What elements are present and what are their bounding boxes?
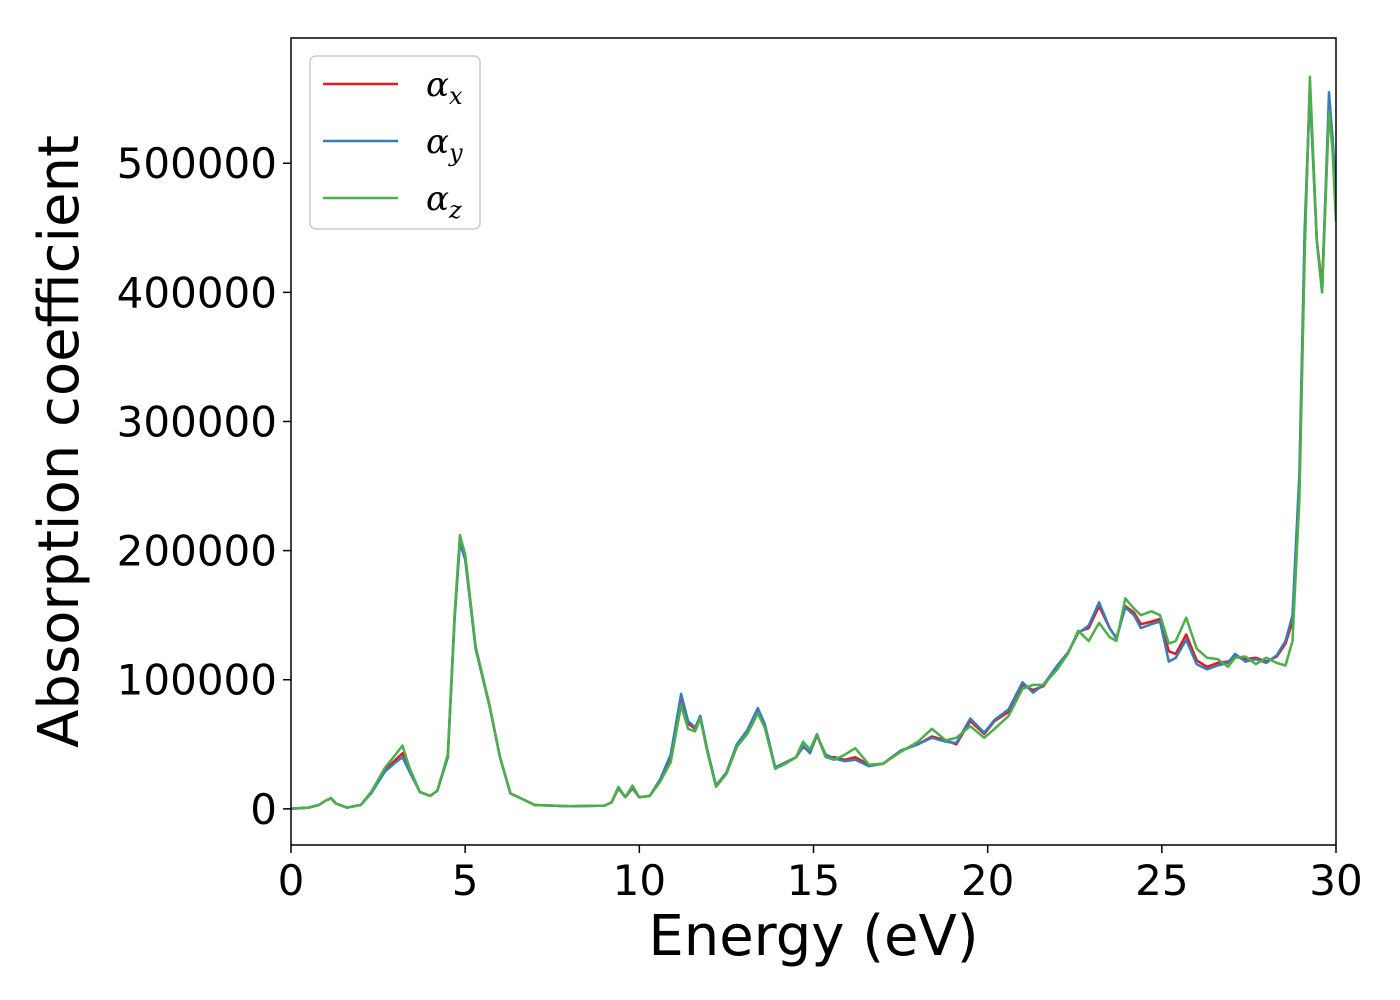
legend-symbol: α [426, 179, 449, 219]
y-tick-label: 100000 [117, 656, 277, 705]
y-tick-label: 0 [250, 785, 277, 834]
x-axis-label: Energy (eV) [648, 904, 978, 969]
y-axis-label: Absorption coefficient [27, 135, 92, 748]
legend-symbol: α [426, 122, 449, 162]
x-tick-label: 15 [787, 856, 840, 905]
legend-symbol: α [426, 65, 449, 105]
y-axis: 0 100000 200000 300000 400000 500000 [117, 139, 291, 834]
x-tick-label: 20 [961, 856, 1014, 905]
legend-subscript: z [448, 196, 462, 224]
x-tick-label: 30 [1309, 856, 1362, 905]
series-layer [291, 75, 1336, 811]
x-tick-label: 10 [613, 856, 666, 905]
legend-label-y: αy [426, 122, 463, 167]
legend-label-z: αz [426, 179, 462, 224]
legend-subscript: x [449, 82, 463, 110]
legend-label-x: αx [426, 65, 463, 110]
series-line-z [291, 75, 1336, 811]
legend-box [309, 55, 481, 230]
x-axis: 0 5 10 15 20 25 30 [278, 845, 1363, 905]
x-tick-label: 0 [278, 856, 305, 905]
legend-subscript: y [448, 139, 463, 167]
x-tick-label: 25 [1135, 856, 1188, 905]
y-tick-label: 500000 [117, 139, 277, 188]
y-tick-label: 200000 [117, 527, 277, 576]
y-tick-label: 300000 [117, 397, 277, 446]
y-tick-label: 400000 [117, 268, 277, 317]
x-tick-label: 5 [452, 856, 479, 905]
